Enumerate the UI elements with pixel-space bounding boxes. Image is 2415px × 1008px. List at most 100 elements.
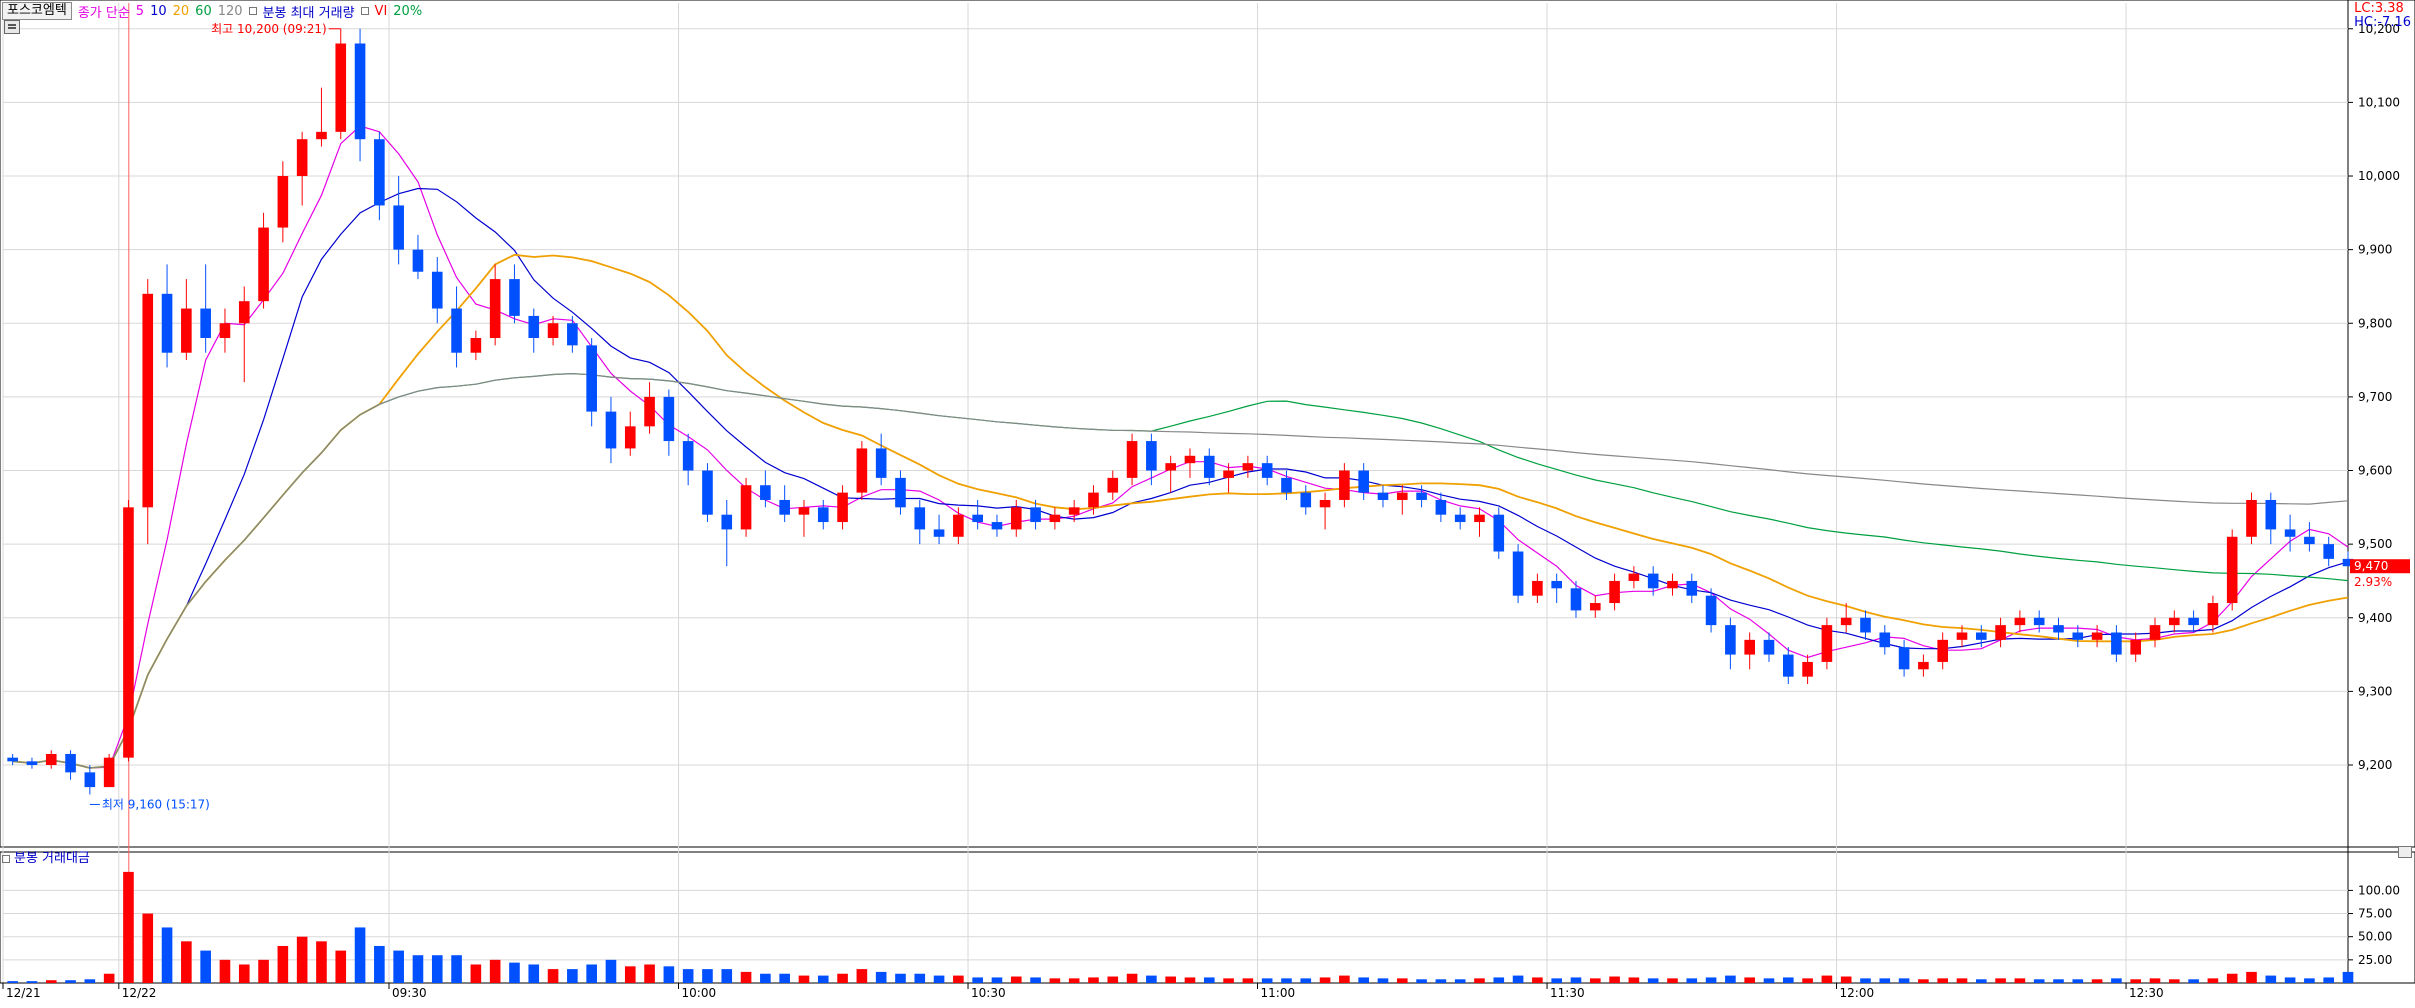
candle-body: [1802, 661, 1813, 677]
volume-tick-label: 75.00: [2358, 907, 2392, 921]
candle-body: [123, 507, 134, 758]
volume-bar: [2111, 978, 2122, 983]
candle-body: [2207, 603, 2219, 626]
candle-body: [1705, 595, 1717, 626]
volume-bar: [837, 973, 848, 983]
candle-body: [1532, 580, 1543, 596]
candle-body: [2014, 617, 2026, 626]
volume-panel-title: 분봉 거래대금: [14, 851, 90, 866]
candle-body: [1454, 514, 1466, 523]
vi-label: VI: [374, 3, 388, 19]
volume-bar: [1532, 977, 1543, 983]
price-tick-label: 9,700: [2358, 390, 2392, 404]
volume-bar: [1782, 977, 1794, 983]
volume-bar: [547, 969, 559, 983]
candle-body: [1146, 441, 1157, 471]
candle-body: [740, 485, 752, 530]
volume-bar: [2149, 978, 2161, 983]
volume-bar: [451, 955, 462, 983]
volume-bar: [200, 950, 211, 983]
candle-body: [451, 308, 462, 353]
volume-bar: [412, 955, 424, 983]
last-price-change: 2.93%: [2354, 575, 2392, 589]
volume-bar: [1860, 978, 1871, 983]
candle-body: [798, 507, 810, 515]
candle-body: [721, 514, 733, 530]
candle-body: [1551, 580, 1562, 589]
volume-bar: [1937, 978, 1948, 983]
ma-type-label: 종가 단순: [77, 5, 130, 21]
price-tick-label: 10,000: [2358, 169, 2400, 183]
volume-bar: [1725, 975, 1736, 983]
ma-60-label: 60: [195, 3, 212, 19]
volume-bar: [1628, 977, 1640, 983]
volume-bar: [1763, 978, 1775, 983]
candle-body: [875, 448, 887, 478]
candle-body: [1377, 492, 1389, 500]
ma-20-label: 20: [172, 3, 190, 19]
volume-bar: [1802, 978, 1813, 983]
candle-body: [1937, 639, 1948, 662]
volume-bar: [296, 936, 308, 983]
volume-bar: [972, 977, 983, 983]
candle-body: [1821, 625, 1833, 662]
last-price-box: [2350, 559, 2410, 574]
volume-legend-swatch-icon: [248, 7, 257, 15]
volume-bar: [1030, 977, 1041, 983]
candle-body: [1203, 455, 1215, 478]
low-annotation-label: 최저 9,160 (15:17): [102, 797, 210, 811]
candle-body: [219, 323, 231, 338]
volume-bar: [2226, 973, 2238, 983]
candle-body: [1339, 470, 1350, 500]
volume-bar: [798, 975, 810, 983]
candle-body: [1956, 632, 1968, 640]
candle-body: [991, 522, 1003, 530]
chart-menu-icon[interactable]: [4, 20, 20, 34]
volume-tick-label: 50.00: [2358, 930, 2392, 944]
price-tick-label: 9,300: [2358, 684, 2392, 698]
price-tick-label: 9,200: [2358, 758, 2392, 772]
candle-body: [2033, 617, 2045, 626]
volume-bar: [1300, 978, 1312, 983]
volume-bar: [1435, 979, 1447, 983]
ma-20-line: [12, 253, 2349, 769]
candle-body: [1589, 603, 1601, 611]
volume-bar: [2072, 979, 2084, 983]
candle-body: [914, 507, 926, 530]
candle-body: [1088, 492, 1099, 508]
vi-value: 20%: [393, 3, 423, 19]
volume-bar: [45, 980, 57, 983]
volume-bar: [1975, 979, 1987, 983]
volume-bar: [1088, 977, 1099, 983]
candle-body: [103, 757, 115, 788]
volume-bar: [2284, 977, 2296, 983]
volume-bar: [1474, 978, 1485, 983]
ma-10-label: 10: [150, 3, 167, 19]
volume-bar: [1918, 979, 1929, 983]
stock-name-label[interactable]: 포스코엠텍: [2, 2, 72, 20]
candle-body: [1184, 455, 1196, 464]
volume-panel-swatch-icon: [2, 854, 10, 863]
volume-bar: [2265, 975, 2277, 983]
candle-body: [895, 477, 906, 508]
candle-body: [1918, 661, 1929, 670]
volume-bar: [2188, 979, 2199, 983]
candle-body: [644, 396, 655, 427]
panel-resize-icon[interactable]: [2398, 846, 2412, 858]
volume-bar: [875, 971, 887, 983]
candle-body: [817, 507, 829, 523]
candle-body: [393, 205, 404, 250]
candle-body: [7, 757, 18, 762]
volume-bar: [2014, 978, 2026, 983]
volume-bar: [624, 966, 636, 983]
volume-bar: [760, 973, 771, 983]
volume-bar: [470, 964, 482, 983]
volume-bar: [123, 871, 134, 983]
volume-bar: [238, 964, 250, 983]
volume-bar: [7, 981, 18, 983]
volume-bar: [1165, 976, 1176, 983]
volume-bar: [1512, 975, 1524, 983]
volume-bar: [181, 941, 192, 983]
